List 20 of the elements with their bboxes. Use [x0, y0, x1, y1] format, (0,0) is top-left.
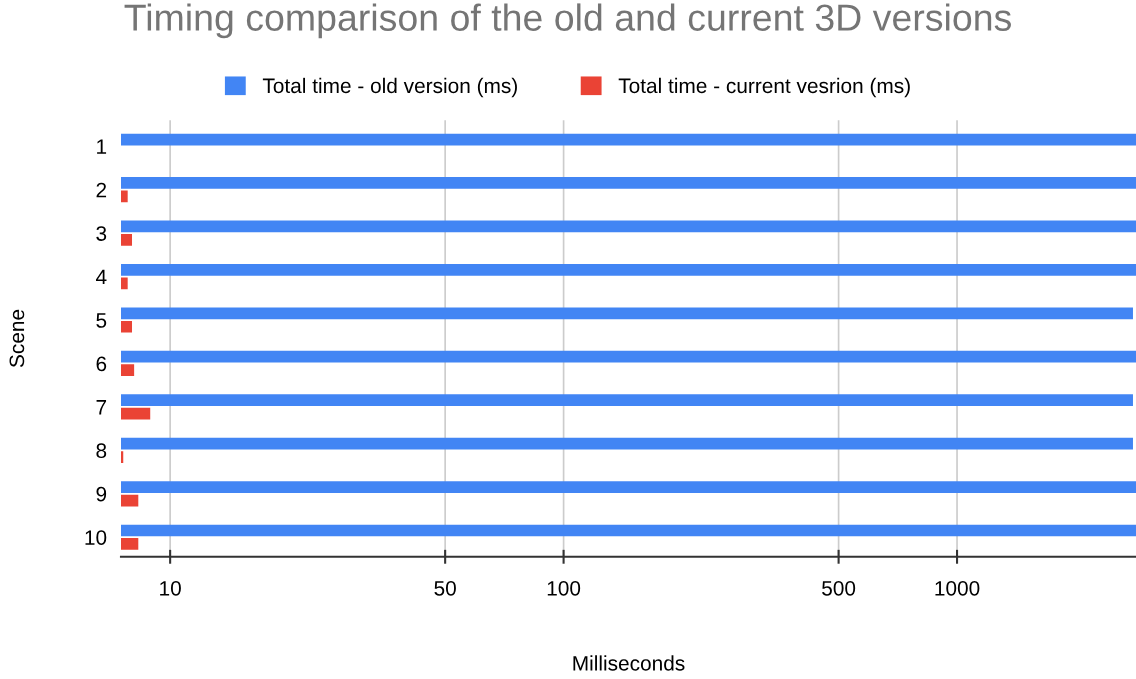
- y-tick-label: 7: [96, 400, 107, 415]
- legend-label: Total time - old version (ms): [262, 77, 517, 98]
- x-tick-label: 500: [822, 580, 856, 596]
- y-tick-label: 4: [95, 269, 107, 285]
- x-tick-label: 50: [434, 580, 456, 596]
- legend-label: Total time - current vesrion (ms): [618, 77, 910, 98]
- y-tick-label: 5: [96, 313, 107, 328]
- x-tick-label: 10: [160, 580, 181, 596]
- chart-title: Timing comparison of the old and current 3D versions: [124, 3, 1011, 39]
- y-tick-label: 1: [97, 139, 107, 154]
- y-axis-title: Scene: [9, 309, 25, 368]
- y-tick-label: 6: [96, 356, 107, 372]
- y-tick-label: 9: [96, 486, 107, 502]
- y-tick-label: 10: [85, 530, 107, 545]
- y-tick-label: 8: [96, 443, 107, 459]
- x-tick-label: 1000: [935, 580, 980, 596]
- y-tick-label: 2: [96, 182, 107, 198]
- x-tick-label: 100: [547, 580, 581, 596]
- x-axis-title: Milliseconds: [573, 655, 685, 671]
- y-tick-label: 3: [96, 226, 107, 241]
